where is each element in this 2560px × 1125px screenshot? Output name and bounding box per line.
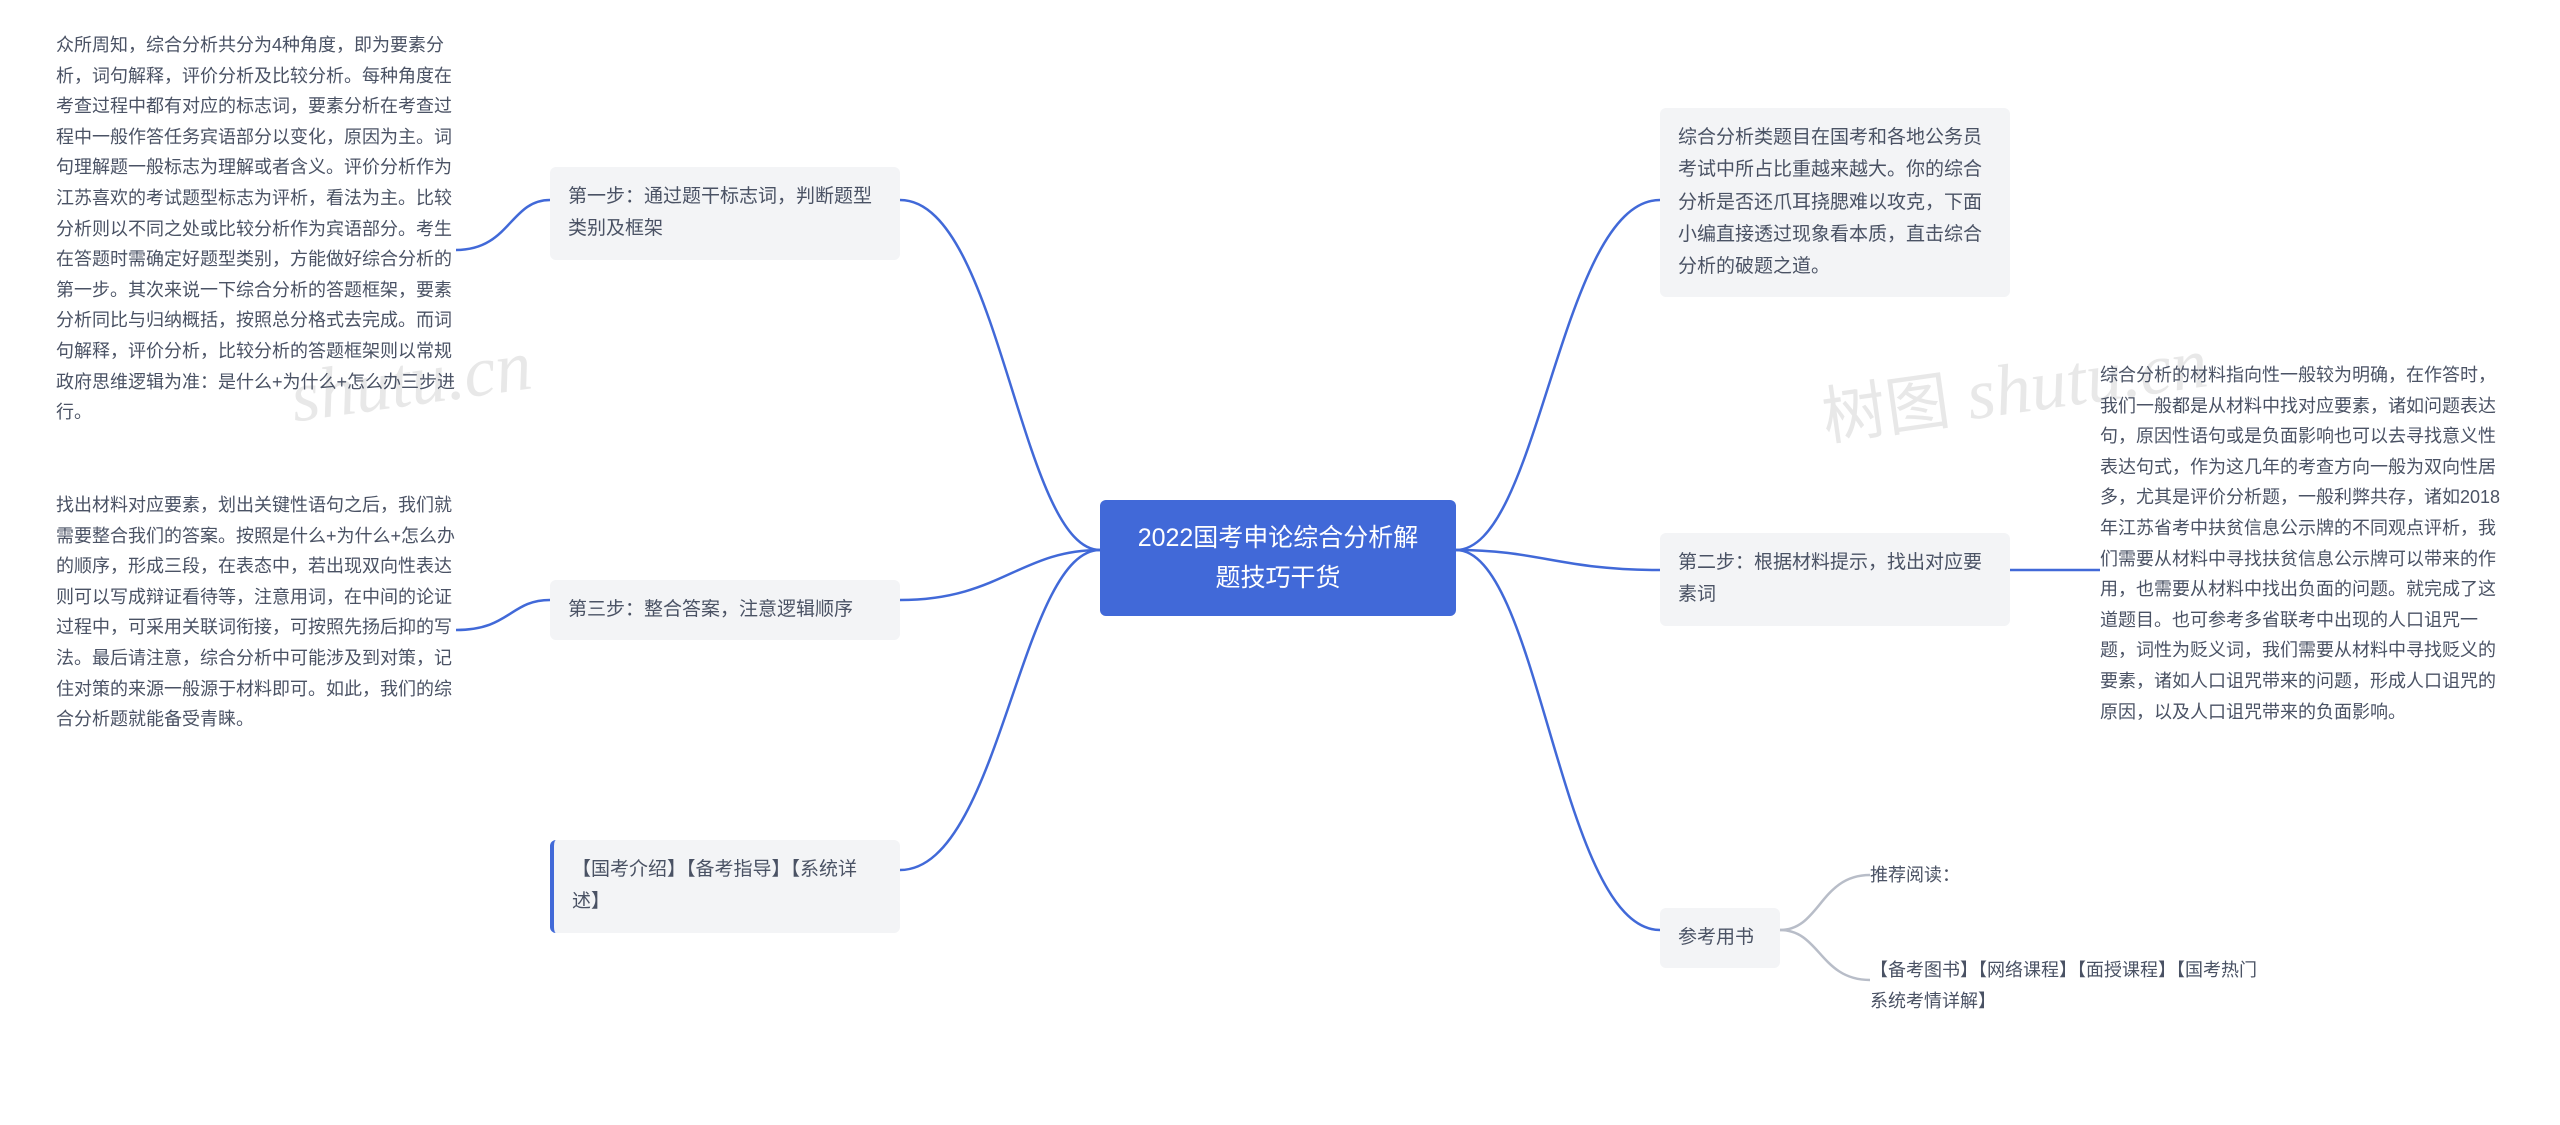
left-branch-3: 【国考介绍】【备考指导】【系统详述】 — [550, 840, 900, 933]
left-detail-2: 找出材料对应要素，划出关键性语句之后，我们就需要整合我们的答案。按照是什么+为什… — [56, 490, 456, 735]
right-detail-2: 综合分析的材料指向性一般较为明确，在作答时，我们一般都是从材料中找对应要素，诸如… — [2100, 360, 2504, 727]
right-branch-1: 综合分析类题目在国考和各地公务员考试中所占比重越来越大。你的综合分析是否还爪耳挠… — [1660, 108, 2010, 297]
right-branch-2: 第二步：根据材料提示，找出对应要素词 — [1660, 533, 2010, 626]
left-branch-2: 第三步：整合答案，注意逻辑顺序 — [550, 580, 900, 640]
right-branch-3: 参考用书 — [1660, 908, 1780, 968]
center-title-line1: 2022国考申论综合分析解题技巧干货 — [1138, 524, 1419, 592]
left-detail-1: 众所周知，综合分析共分为4种角度，即为要素分析，词句解释，评价分析及比较分析。每… — [56, 30, 456, 428]
right-branch-3-child-1: 推荐阅读： — [1870, 860, 2070, 891]
left-branch-1: 第一步：通过题干标志词，判断题型类别及框架 — [550, 167, 900, 260]
mindmap-center: 2022国考申论综合分析解题技巧干货 — [1100, 500, 1456, 616]
right-branch-3-child-2: 【备考图书】【网络课程】【面授课程】【国考热门系统考情详解】 — [1870, 955, 2270, 1016]
